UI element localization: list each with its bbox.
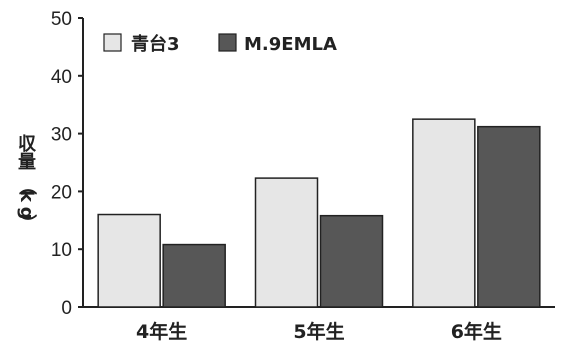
y-axis-title: 収量 （kg） <box>16 134 37 232</box>
bar-series-1-cat-2 <box>254 177 319 308</box>
legend-label-series-2: M.9EMLA <box>244 34 337 55</box>
x-tick-label: 4年生 <box>136 320 187 343</box>
legend-label-series-1: 青台3 <box>131 33 180 55</box>
legend-swatch-series-2 <box>218 33 237 52</box>
bar-series-1-cat-1 <box>97 213 161 308</box>
y-tick-label: 10 <box>51 240 72 261</box>
legend-swatch-series-1 <box>103 33 122 52</box>
bar-series-2-cat-3 <box>477 125 541 308</box>
bar-series-1-cat-3 <box>412 118 476 308</box>
bar-series-2-cat-2 <box>319 214 384 308</box>
y-axis-title-char: 収 <box>18 134 37 155</box>
y-tick-label: 40 <box>51 67 72 88</box>
y-tick-label: 20 <box>51 182 72 203</box>
x-tick-label: 5年生 <box>293 320 344 343</box>
y-tick-label: 0 <box>61 298 72 319</box>
x-tick-labels: 4年生 5年生 6年生 <box>136 320 502 343</box>
y-axis-title-char: （ <box>16 177 37 195</box>
x-tick-label: 6年生 <box>451 320 502 343</box>
bars <box>97 118 541 308</box>
y-tick-label: 50 <box>51 9 72 30</box>
y-axis-title-char: ） <box>16 214 37 232</box>
y-ticks: 0 10 20 30 40 50 <box>51 9 83 319</box>
legend: 青台3 M.9EMLA <box>103 33 337 55</box>
y-axis-title-char: 量 <box>18 151 36 173</box>
y-axis-title-char: k <box>16 190 37 203</box>
y-tick-label: 30 <box>51 125 72 146</box>
bar-series-2-cat-1 <box>162 243 226 308</box>
y-axis-title-char: g <box>16 207 37 220</box>
